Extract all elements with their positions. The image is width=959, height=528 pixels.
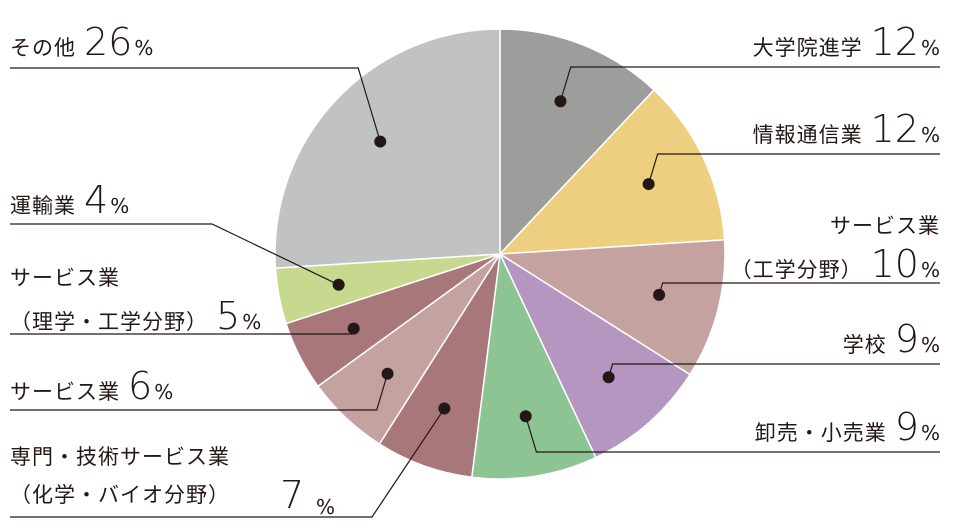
pie-slice <box>470 251 597 480</box>
slice-label: サービス業 （工学分野） 10% <box>731 210 940 292</box>
slice-label: その他 26% <box>10 22 153 70</box>
leader-line <box>10 373 389 411</box>
slice-unit: % <box>316 495 336 519</box>
slice-value: 5 <box>216 294 241 338</box>
pie-slice <box>499 28 656 256</box>
slice-label: サービス業 （理学・工学分野） 5% <box>10 262 261 344</box>
slice-unit: % <box>920 333 940 357</box>
leader-line <box>10 223 339 286</box>
slice-label-text: 学校 <box>842 333 887 357</box>
pie-slice <box>497 239 726 376</box>
slice-label: サービス業 6% <box>10 366 173 414</box>
slice-marker-dot <box>332 278 345 291</box>
slice-label-text: 専門・技術サービス業 <box>10 445 230 469</box>
slice-marker-dot <box>653 288 666 301</box>
slice-unit: % <box>242 310 262 334</box>
pie-slice <box>274 28 501 269</box>
slice-label: 卸売・小売業 9% <box>755 407 940 455</box>
slice-value: 9 <box>894 317 919 361</box>
slice-label-text: （理学・工学分野） <box>10 310 208 334</box>
slice-label: 運輸業 4% <box>10 180 129 228</box>
slice-label-text: （工学分野） <box>730 258 863 282</box>
slice-label-text: （化学・バイオ分野） <box>10 483 230 507</box>
slice-label-text: サービス業 <box>10 380 120 404</box>
slice-unit: % <box>920 123 940 147</box>
slice-label: 情報通信業 12% <box>753 109 940 157</box>
slice-label: 専門・技術サービス業 （化学・バイオ分野） 7% <box>10 441 335 519</box>
slice-marker-dot <box>438 402 451 415</box>
slice-unit: % <box>920 421 940 445</box>
slice-marker-dot <box>642 178 655 191</box>
slice-value: 9 <box>894 405 919 449</box>
pie-slice <box>498 251 692 459</box>
leader-line <box>648 153 940 185</box>
slice-label-text: その他 <box>10 36 76 60</box>
slice-unit: % <box>110 194 130 218</box>
slice-label: 大学院進学 12% <box>753 22 940 70</box>
slice-label-text: 運輸業 <box>10 194 76 218</box>
slice-marker-dot <box>374 135 387 148</box>
slice-label-text: 大学院進学 <box>752 36 863 60</box>
slice-value: 26 <box>84 20 133 64</box>
slice-value: 6 <box>128 364 153 408</box>
slice-unit: % <box>134 36 154 60</box>
slice-label-text: サービス業 <box>830 214 940 238</box>
slice-unit: % <box>154 380 174 404</box>
slice-unit: % <box>920 258 940 282</box>
slice-marker-dot <box>519 410 532 423</box>
pie-slice <box>498 88 726 255</box>
leader-line <box>10 408 445 518</box>
leader-lines <box>10 66 940 518</box>
slice-marker-dot <box>554 95 567 108</box>
slice-label-text: 卸売・小売業 <box>754 421 887 445</box>
slice-label: 学校 9% <box>843 319 940 367</box>
pie-slices <box>274 28 726 480</box>
slice-marker-dot <box>381 367 394 380</box>
leader-line <box>525 416 940 453</box>
slice-label-text: サービス業 <box>10 266 120 290</box>
slice-marker-dot <box>602 371 615 384</box>
slice-marker-dot <box>347 322 360 335</box>
slice-value: 12 <box>870 20 919 64</box>
slice-value: 12 <box>870 107 919 151</box>
leader-line <box>559 66 940 102</box>
slice-value: 7 <box>280 473 305 517</box>
slice-unit: % <box>920 36 940 60</box>
slice-value: 4 <box>84 178 109 222</box>
slice-label-text: 情報通信業 <box>752 123 863 147</box>
leader-line <box>10 67 381 142</box>
slice-value: 10 <box>870 242 919 286</box>
